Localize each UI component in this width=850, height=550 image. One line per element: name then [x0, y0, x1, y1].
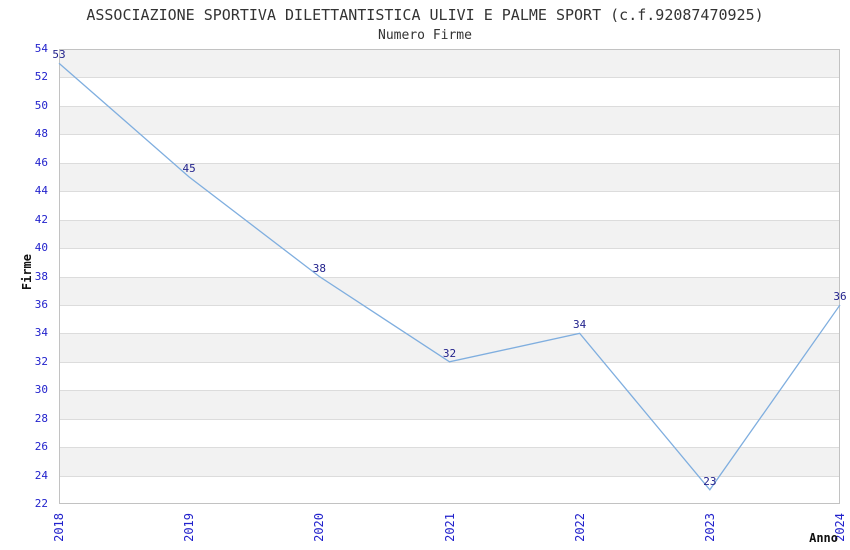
data-point-label: 32	[442, 346, 457, 360]
y-tick-label: 34	[34, 326, 48, 340]
data-point-label: 53	[52, 48, 66, 62]
grid-band	[60, 106, 839, 136]
data-point-label: 36	[833, 289, 847, 303]
y-tick-label: 42	[34, 212, 48, 226]
y-axis-title: Firme	[20, 254, 34, 291]
gridline-y	[60, 248, 839, 250]
y-tick-label: 54	[34, 42, 48, 55]
x-axis-title: Anno	[809, 531, 838, 545]
gridline-y	[60, 134, 839, 136]
grid-band	[60, 163, 839, 193]
gridline-y	[60, 390, 839, 392]
y-tick-label: 48	[34, 127, 48, 141]
grid-band	[60, 277, 839, 306]
grid-band	[60, 391, 839, 420]
x-tick-label: 2021	[442, 513, 457, 542]
y-tick-label: 22	[34, 497, 48, 510]
plot-area	[59, 49, 840, 504]
y-tick-label: 36	[34, 297, 48, 311]
x-tick-label: 2023	[702, 513, 717, 542]
y-tick-label: 28	[34, 411, 48, 425]
y-tick-label: 40	[34, 241, 48, 255]
x-tick-label: 2022	[572, 513, 587, 542]
chart-title: ASSOCIAZIONE SPORTIVA DILETTANTISTICA UL…	[86, 6, 764, 24]
data-point-label: 38	[312, 261, 326, 275]
gridline-y	[60, 447, 839, 449]
gridline-y	[60, 304, 839, 306]
gridline-y	[60, 361, 839, 363]
gridline-y	[60, 276, 839, 278]
x-tick-label: 2019	[182, 513, 197, 542]
gridline-y	[60, 418, 839, 420]
y-tick-label: 44	[34, 184, 48, 198]
gridline-y	[60, 162, 839, 164]
data-point-label: 23	[703, 474, 717, 488]
gridline-y	[60, 105, 839, 107]
gridline-y	[60, 333, 839, 335]
y-tick-label: 24	[34, 468, 48, 482]
grid-band	[60, 50, 839, 79]
y-tick-label: 38	[34, 269, 48, 283]
y-tick-label: 26	[34, 440, 48, 454]
x-tick-label: 2020	[312, 513, 327, 542]
x-tick-label: 2018	[52, 513, 66, 542]
chart-subtitle: Numero Firme	[378, 28, 472, 43]
y-tick-label: 50	[34, 98, 48, 112]
gridline-y	[60, 77, 839, 79]
gridline-y	[60, 219, 839, 221]
y-tick-label: 32	[34, 354, 48, 368]
data-point-label: 45	[182, 161, 196, 175]
y-tick-label: 30	[34, 383, 48, 397]
grid-band	[60, 448, 839, 477]
grid-band	[60, 220, 839, 250]
y-tick-label: 46	[34, 155, 48, 169]
gridline-y	[60, 475, 839, 477]
gridline-y	[60, 191, 839, 193]
y-tick-label: 52	[34, 70, 48, 84]
data-point-label: 34	[573, 318, 587, 332]
